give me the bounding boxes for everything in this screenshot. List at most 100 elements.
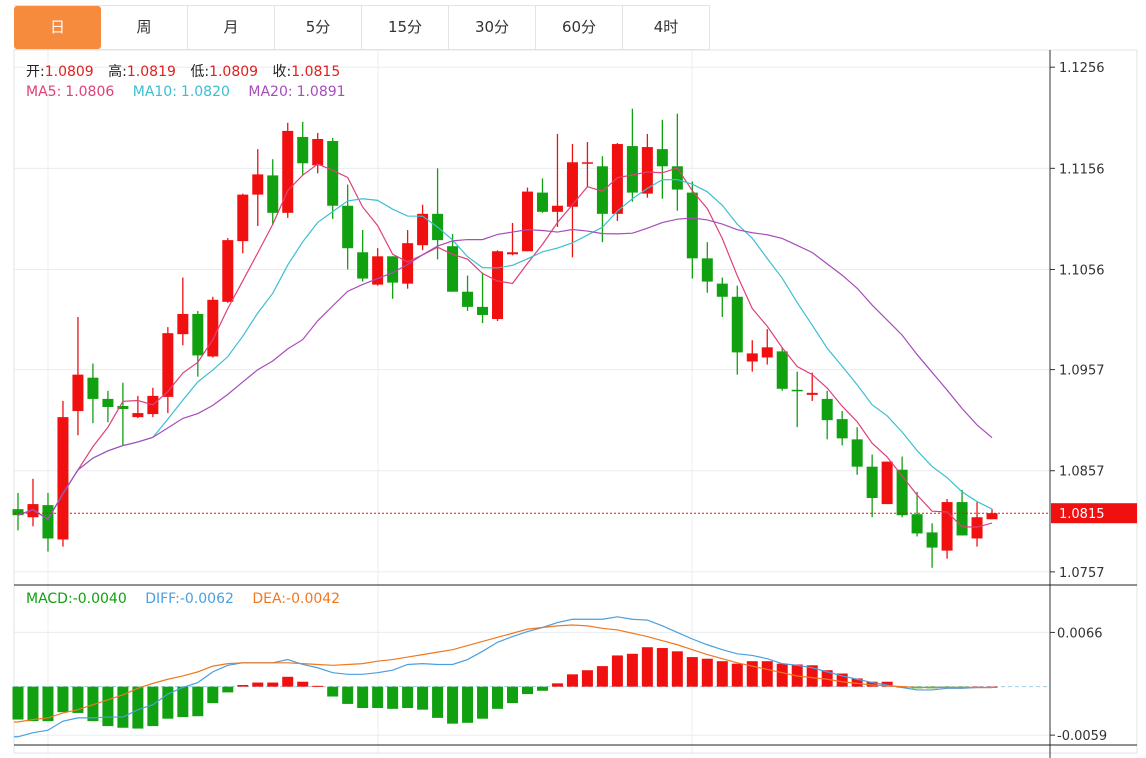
low-value: 1.0809 [209,64,259,80]
candle [222,238,234,303]
tab-6[interactable]: 60分 [536,6,623,49]
macd-bar [821,670,833,687]
candle-body [237,194,249,242]
macd-bar [477,686,489,719]
macd-bar [641,647,653,687]
candle [746,340,758,372]
candle [267,159,279,225]
candle [941,499,953,559]
candle [671,113,683,211]
candle-body [911,514,923,534]
tab-4[interactable]: 15分 [362,6,449,49]
macd-bar [806,665,818,687]
macd-bar [162,686,174,719]
candle [536,178,548,213]
candle [477,272,489,324]
macd-bar [42,686,54,722]
macd-bar [836,673,848,687]
candle [87,363,99,424]
macd-bar [701,658,713,687]
low-label: 低: [190,64,210,80]
candle [297,121,309,176]
tab-1[interactable]: 周 [101,6,188,49]
macd-value: -0.0040 [72,591,127,607]
macd-bar [102,686,114,727]
candle-body [402,243,414,284]
macd-bar [551,683,563,687]
tab-2[interactable]: 月 [188,6,275,49]
candle [117,382,129,446]
close-value: 1.0815 [291,64,341,80]
candle-body [327,141,339,206]
ma5-line [17,163,993,528]
candle-body [387,256,399,283]
macd-tick-label: -0.0059 [1057,729,1107,744]
macd-bar [581,670,593,687]
candle [417,204,429,251]
open-value: 1.0809 [44,64,94,80]
candle-body [477,306,489,315]
candle [641,133,653,198]
macd-bar [87,686,99,722]
candle [881,461,893,505]
macd-bar [402,686,414,709]
tab-5[interactable]: 30分 [449,6,536,49]
candle-body [417,213,429,246]
open-label: 开: [26,64,45,80]
macd-bar [372,686,384,709]
macd-bar [177,686,189,718]
candle-body [836,419,848,439]
candle-body [776,351,788,389]
macd-bar [746,661,758,687]
last-price-badge [1051,503,1137,524]
macd-label: MACD: [26,591,73,607]
candle [851,427,863,475]
ma10-value: 1.0820 [180,84,230,100]
candle-body [971,517,983,539]
candle-body [252,174,264,195]
candle-body [207,299,219,357]
candle-body [626,146,638,193]
candle [791,371,803,428]
candle-body [806,392,818,395]
candle-body [746,353,758,362]
candle-body [12,509,24,516]
price-tick-label: 1.1256 [1059,61,1105,76]
tab-0[interactable]: 日 [14,6,101,49]
candle [566,144,578,258]
candle-body [821,398,833,421]
candle-body [866,466,878,499]
macd-bar [147,686,159,727]
macd-bar [626,653,638,687]
candle-body [222,240,234,302]
candle-body [986,513,998,520]
macd-bar [596,666,608,687]
price-tick-label: 1.1156 [1059,162,1105,177]
candle [492,250,504,322]
candle [237,193,249,254]
candle-body [881,461,893,505]
candle-body [462,291,474,307]
candle-body [761,347,773,358]
candle-body [896,469,908,516]
candle [686,181,698,279]
candle [716,277,728,317]
candle [611,143,623,221]
tab-7[interactable]: 4时 [623,6,710,49]
tab-3[interactable]: 5分 [275,6,362,49]
macd-bar [417,686,429,710]
macd-legend: MACD:-0.0040 DIFF:-0.0062 DEA:-0.0042 [26,591,344,607]
candle-body [941,502,953,551]
period-tabs: 日周月 5分 15分 30分 60分 4时 [14,5,710,50]
candle-body [566,162,578,207]
macd-bar [447,686,459,724]
candle [986,509,998,520]
candle [12,492,24,531]
price-tick-label: 1.0857 [1059,465,1105,480]
candle-body [282,130,294,213]
macd-bar [312,685,324,687]
macd-bar [267,682,279,687]
candle [357,230,369,282]
macd-bar [776,663,788,687]
macd-bar [521,686,533,695]
